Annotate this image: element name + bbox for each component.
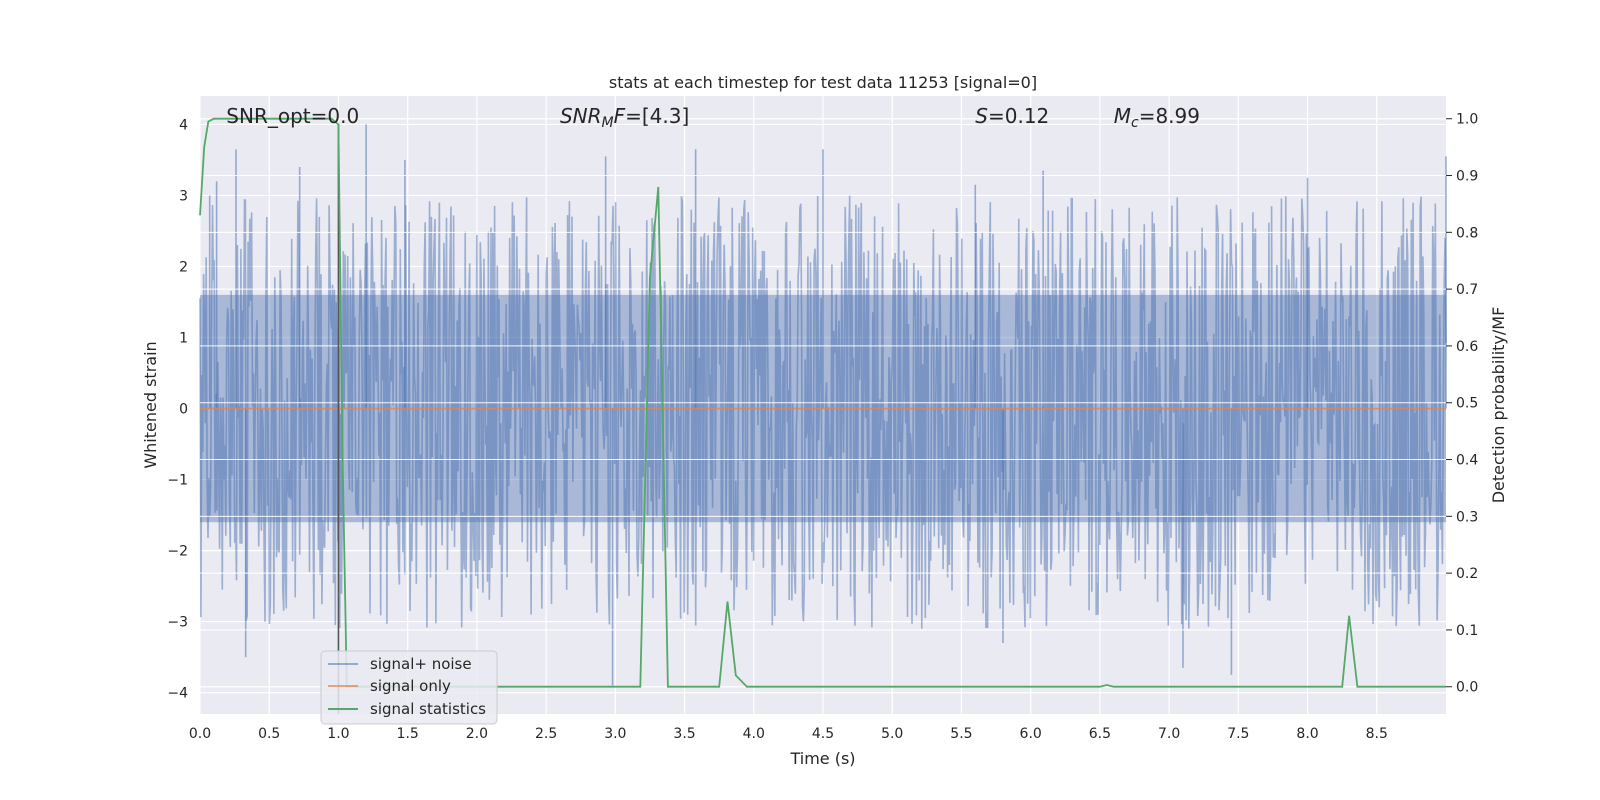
legend-label-statistics: signal statistics xyxy=(370,700,486,718)
y-right-tick-label: 0.0 xyxy=(1456,680,1478,696)
x-axis-label: Time (s) xyxy=(789,749,855,768)
x-tick-label: 6.5 xyxy=(1089,726,1111,742)
x-tick-label: 3.0 xyxy=(604,726,626,742)
x-tick-label: 6.0 xyxy=(1020,726,1042,742)
annotation-1: SNRMF=[4.3] xyxy=(560,104,689,131)
legend-label-signal: signal only xyxy=(370,677,451,695)
series-signal-noise xyxy=(199,195,1447,629)
legend: signal+ noise signal only signal statist… xyxy=(320,650,498,725)
x-tick-label: 4.5 xyxy=(812,726,834,742)
y-tick-label: 0 xyxy=(179,402,188,418)
x-tick-label: 5.0 xyxy=(881,726,903,742)
y-axis-label-right: Detection probability/MF xyxy=(1489,307,1508,504)
y-right-tick-label: 0.6 xyxy=(1456,339,1478,355)
y-right-tick-label: 0.7 xyxy=(1456,282,1478,298)
y-right-tick-label: 0.4 xyxy=(1456,453,1478,469)
y-ticks: 4 3 2 1 0 −1 −2 −3 −4 xyxy=(167,117,188,701)
x-tick-label: 4.0 xyxy=(743,726,765,742)
annotation-0: SNR_opt=0.0 xyxy=(226,104,359,128)
x-tick-label: 2.5 xyxy=(535,726,557,742)
x-tick-label: 8.5 xyxy=(1366,726,1388,742)
y-tick-label: 3 xyxy=(179,188,188,204)
x-tick-label: 0.0 xyxy=(189,726,211,742)
x-tick-label: 2.0 xyxy=(466,726,488,742)
y-right-tick-label: 1.0 xyxy=(1456,112,1478,128)
x-tick-label: 1.0 xyxy=(327,726,349,742)
y-right-tick-label: 0.5 xyxy=(1456,396,1478,412)
y-right-tick-label: 0.2 xyxy=(1456,566,1478,582)
x-tick-label: 3.5 xyxy=(673,726,695,742)
y-right-tick-label: 0.8 xyxy=(1456,225,1478,241)
legend-box xyxy=(320,650,498,725)
y-tick-label: 2 xyxy=(179,259,188,275)
y-axis-label: Whitened strain xyxy=(141,341,160,468)
y-tick-label: 4 xyxy=(179,117,188,133)
annotation-2: S=0.12 xyxy=(975,104,1049,128)
x-tick-label: 8.0 xyxy=(1296,726,1318,742)
x-ticks: 0.0 0.5 1.0 1.5 2.0 2.5 3.0 3.5 4.0 4.5 5.0 5.5 6.0 6… xyxy=(189,726,1388,742)
x-tick-label: 5.5 xyxy=(950,726,972,742)
annotations: SNR_opt=0.0 SNRMF=[4.3] S=0.12 Mc=8.99 xyxy=(226,104,1200,131)
y-right-tick-label: 0.9 xyxy=(1456,169,1478,185)
line-series xyxy=(199,117,1446,714)
series-signal-statistics xyxy=(199,117,1446,688)
y-right-tick-label: 0.1 xyxy=(1456,623,1478,639)
y-tick-label: −1 xyxy=(167,473,188,489)
legend-label-noise: signal+ noise xyxy=(370,655,472,673)
annotation-3: Mc=8.99 xyxy=(1114,104,1200,131)
x-tick-label: 0.5 xyxy=(258,726,280,742)
y-right-tick-label: 0.3 xyxy=(1456,509,1478,525)
chart-title: stats at each timestep for test data 112… xyxy=(609,73,1037,92)
x-tick-label: 7.0 xyxy=(1158,726,1180,742)
x-tick-label: 1.5 xyxy=(397,726,419,742)
y-ticks-right: 1.0 0.9 0.8 0.7 0.6 0.5 0.4 0.3 0.2 0.1 0.0 xyxy=(1446,112,1478,696)
y-tick-label: −4 xyxy=(167,686,188,702)
y-tick-label: −2 xyxy=(167,544,188,560)
y-tick-label: 1 xyxy=(179,331,188,347)
x-tick-label: 7.5 xyxy=(1227,726,1249,742)
y-tick-label: −3 xyxy=(167,615,188,631)
